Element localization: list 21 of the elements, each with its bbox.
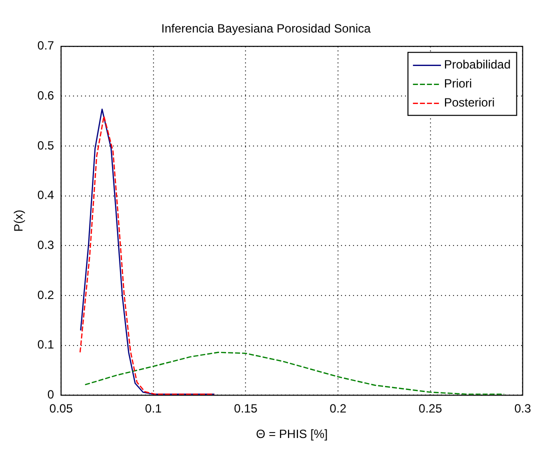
legend-label: Priori bbox=[444, 76, 472, 91]
x-tick-label: 0.1 bbox=[145, 402, 162, 416]
x-tick-label: 0.3 bbox=[514, 402, 532, 416]
y-tick-label: 0.6 bbox=[37, 88, 54, 103]
x-tick-label: 0.15 bbox=[234, 402, 258, 416]
y-tick-label: 0.5 bbox=[37, 138, 54, 152]
x-tick-label: 0.05 bbox=[49, 402, 74, 416]
chart-title: Inferencia Bayesiana Porosidad Sonica bbox=[161, 22, 372, 36]
y-tick-label: 0.7 bbox=[37, 38, 54, 53]
y-tick-label: 0.4 bbox=[37, 188, 54, 202]
y-tick-label: 0.2 bbox=[37, 288, 54, 302]
legend-label: Posteriori bbox=[444, 96, 495, 110]
line-series bbox=[84, 352, 505, 395]
x-tick-label: 0.25 bbox=[418, 402, 442, 416]
legend-label: Probabilidad bbox=[444, 58, 511, 72]
y-tick-label: 0.1 bbox=[37, 338, 54, 352]
x-tick-label: 0.2 bbox=[330, 402, 347, 416]
y-axis-title: P(x) bbox=[12, 210, 26, 232]
x-axis-title: Θ = PHIS [%] bbox=[256, 427, 328, 442]
y-tick-label: 0.3 bbox=[37, 238, 54, 252]
y-tick-label: 0 bbox=[47, 388, 54, 402]
